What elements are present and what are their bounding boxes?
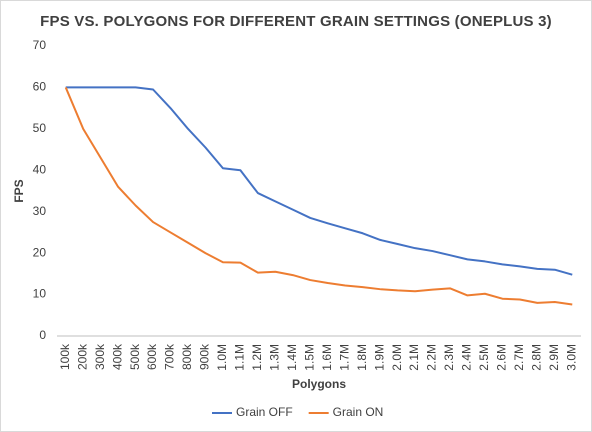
- y-tick-label: 60: [33, 80, 47, 94]
- y-axis-title: FPS: [12, 179, 26, 202]
- y-tick-label: 40: [33, 162, 47, 176]
- x-tick-label: 1.1M: [233, 344, 247, 371]
- x-tick-label: 2.8M: [530, 344, 544, 371]
- x-tick-label: 1.9M: [372, 344, 386, 371]
- x-tick-label: 1.0M: [215, 344, 229, 371]
- x-tick-label: 1.4M: [285, 344, 299, 371]
- x-tick-label: 1.7M: [337, 344, 351, 371]
- y-tick-label: 50: [33, 121, 47, 135]
- x-tick-label: 1.8M: [355, 344, 369, 371]
- x-tick-label: 1.3M: [268, 344, 282, 371]
- x-tick-label: 500k: [128, 343, 142, 370]
- legend-label: Grain OFF: [236, 405, 293, 419]
- x-tick-label: 1.6M: [320, 344, 334, 371]
- x-tick-label: 2.6M: [495, 344, 509, 371]
- x-tick-label: 2.5M: [477, 344, 491, 371]
- series-line: [64, 87, 573, 306]
- x-tick-label: 2.7M: [512, 344, 526, 371]
- y-tick-label: 10: [33, 287, 47, 301]
- x-tick-label: 1.5M: [302, 344, 316, 371]
- x-tick-label: 2.3M: [442, 344, 456, 371]
- chart-title: FPS VS. POLYGONS FOR DIFFERENT GRAIN SET…: [40, 13, 552, 30]
- y-tick-label: 70: [33, 38, 47, 52]
- x-tick-label: 400k: [110, 343, 124, 370]
- legend-label: Grain ON: [333, 405, 384, 419]
- y-tick-label: 30: [33, 204, 47, 218]
- series-line: [65, 86, 573, 276]
- x-tick-label: 2.9M: [547, 344, 561, 371]
- x-tick-label: 3.0M: [564, 344, 578, 371]
- x-tick-label: 200k: [75, 343, 89, 370]
- x-tick-label: 2.2M: [425, 344, 439, 371]
- x-tick-label: 700k: [163, 343, 177, 370]
- y-tick-label: 0: [39, 328, 46, 342]
- y-tick-label: 20: [33, 245, 47, 259]
- x-tick-label: 800k: [180, 343, 194, 370]
- x-axis-title: Polygons: [292, 377, 346, 391]
- x-tick-label: 2.0M: [390, 344, 404, 371]
- x-tick-label: 2.1M: [407, 344, 421, 371]
- x-tick-label: 600k: [145, 343, 159, 370]
- x-tick-label: 300k: [93, 343, 107, 370]
- x-tick-label: 100k: [58, 343, 72, 370]
- x-tick-label: 1.2M: [250, 344, 264, 371]
- x-tick-label: 2.4M: [460, 344, 474, 371]
- x-tick-label: 900k: [198, 343, 212, 370]
